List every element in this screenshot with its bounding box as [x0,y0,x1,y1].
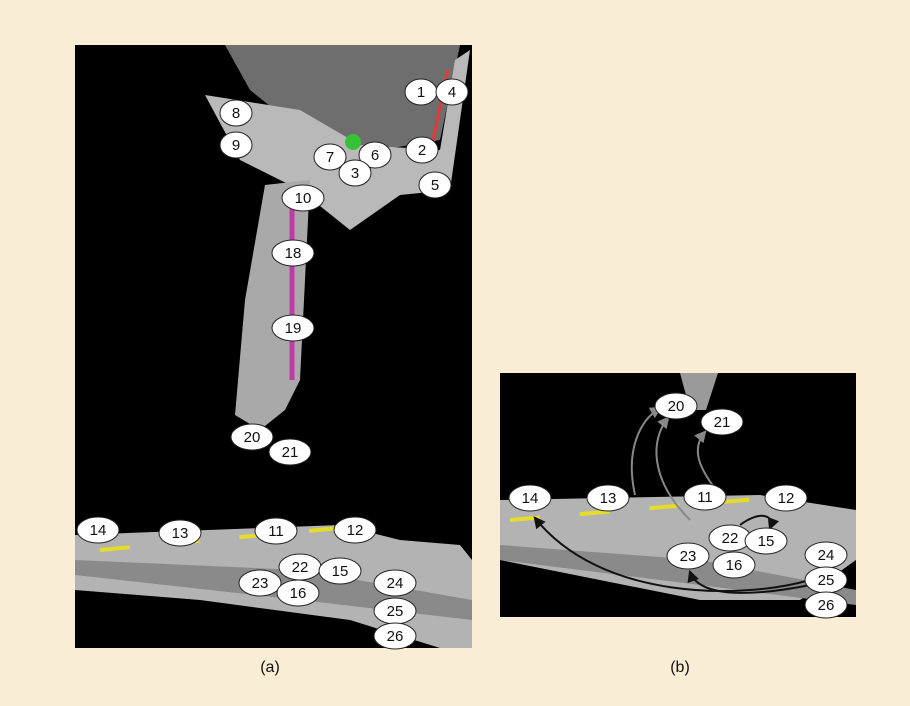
label-text: 1 [417,84,425,101]
label-text: 9 [232,137,240,154]
label-text: 23 [680,548,697,565]
label-text: 14 [522,490,539,507]
label-text: 8 [232,105,240,122]
label-text: 14 [90,522,107,539]
label-text: 12 [778,490,795,507]
label-text: 18 [285,245,302,262]
label-text: 24 [818,547,835,564]
label-text: 13 [600,490,617,507]
label-text: 20 [244,429,261,446]
label-text: 26 [387,628,404,645]
label-text: 22 [722,530,739,547]
caption: (b) [670,659,690,676]
label-text: 12 [347,522,364,539]
label-text: 3 [351,165,359,182]
caption: (a) [260,659,280,676]
label-text: 13 [172,525,189,542]
label-text: 5 [431,177,439,194]
label-text: 4 [448,84,456,101]
label-text: 15 [332,563,349,580]
label-text: 16 [726,557,743,574]
label-text: 23 [252,575,269,592]
label-text: 25 [387,603,404,620]
panel-a-image [75,45,472,648]
label-text: 21 [282,444,299,461]
label-text: 21 [714,414,731,431]
label-text: 25 [818,572,835,589]
label-text: 15 [758,533,775,550]
label-text: 26 [818,597,835,614]
label-text: 10 [295,190,312,207]
label-text: 22 [292,559,309,576]
label-text: 11 [268,523,284,540]
label-text: 24 [387,575,404,592]
label-text: 2 [418,142,426,159]
figure: (a) (b) 14897632510181920211413111222152… [0,0,910,706]
label-text: 19 [285,320,302,337]
label-text: 11 [697,489,713,506]
label-text: 7 [326,149,334,166]
label-text: 20 [668,398,685,415]
label-text: 6 [371,147,379,164]
label-text: 16 [290,585,307,602]
